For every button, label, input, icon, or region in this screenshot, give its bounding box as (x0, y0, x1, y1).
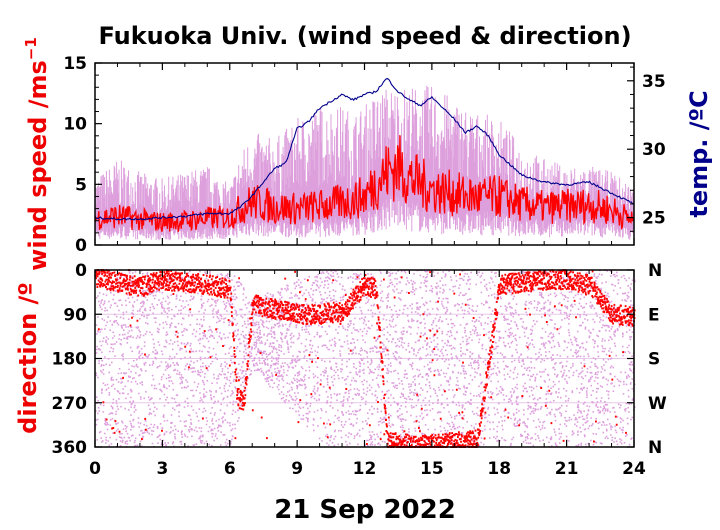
temperature-tick-label: 25 (642, 209, 666, 229)
x-tick-label: 21 (555, 459, 579, 479)
wind-speed-series (94, 135, 634, 232)
direction-tick-label: 0 (75, 261, 87, 281)
bottom-y-ticks-right: N E S W N (627, 261, 667, 458)
wind-speed-tick-label: 0 (75, 236, 87, 256)
compass-tick-label: N (648, 438, 662, 458)
x-tick-label: 9 (291, 459, 303, 479)
direction-dots (95, 269, 636, 448)
wind-speed-tick-label: 10 (63, 115, 87, 135)
top-x-ticks (94, 63, 635, 245)
wind-speed-tick-label: 15 (63, 54, 87, 74)
wind-speed-axis-superscript: −1 (22, 37, 40, 60)
direction-tick-label: 270 (52, 394, 88, 414)
x-tick-label: 12 (353, 459, 377, 479)
direction-series (95, 269, 636, 448)
temperature-line (94, 77, 635, 221)
direction-tick-label: 90 (63, 305, 87, 325)
temperature-series (94, 77, 635, 221)
temperature-tick-label: 30 (642, 140, 666, 160)
direction-tick-label: 360 (52, 438, 88, 458)
compass-tick-label: S (648, 350, 660, 370)
compass-tick-label: E (648, 305, 660, 325)
chart-title: Fukuoka Univ. (wind speed & direction) (98, 22, 631, 50)
temperature-tick-label: 35 (642, 72, 666, 92)
x-tick-label: 0 (89, 459, 101, 479)
bottom-x-ticks: 0 3 6 9 12 15 18 21 24 (89, 270, 646, 479)
temperature-axis-label: temp. /ºC (685, 90, 713, 217)
x-tick-label: 18 (487, 459, 511, 479)
wind-speed-tick-label: 5 (75, 175, 87, 195)
top-y-ticks-left: 0 5 10 15 (63, 54, 102, 256)
x-tick-label: 24 (622, 459, 646, 479)
wind-speed-line (94, 135, 634, 232)
compass-tick-label: W (648, 394, 667, 414)
x-tick-label: 6 (224, 459, 236, 479)
direction-axis-label: direction /º (14, 282, 42, 434)
x-tick-label: 15 (420, 459, 444, 479)
wind-speed-panel: 0 5 10 15 25 30 35 (63, 54, 666, 256)
direction-tick-label: 180 (52, 350, 88, 370)
direction-panel: 0 3 6 9 12 15 18 21 24 0 90 180 270 360 N E S W N (52, 261, 668, 479)
x-tick-label: 3 (156, 459, 168, 479)
compass-tick-label: N (648, 261, 662, 281)
bottom-y-ticks-left: 0 90 180 270 360 (52, 261, 102, 458)
x-axis-label: 21 Sep 2022 (274, 495, 456, 525)
wind-speed-axis-label: wind speed /ms−1 (22, 37, 52, 271)
top-y-ticks-right: 25 30 35 (627, 66, 666, 232)
